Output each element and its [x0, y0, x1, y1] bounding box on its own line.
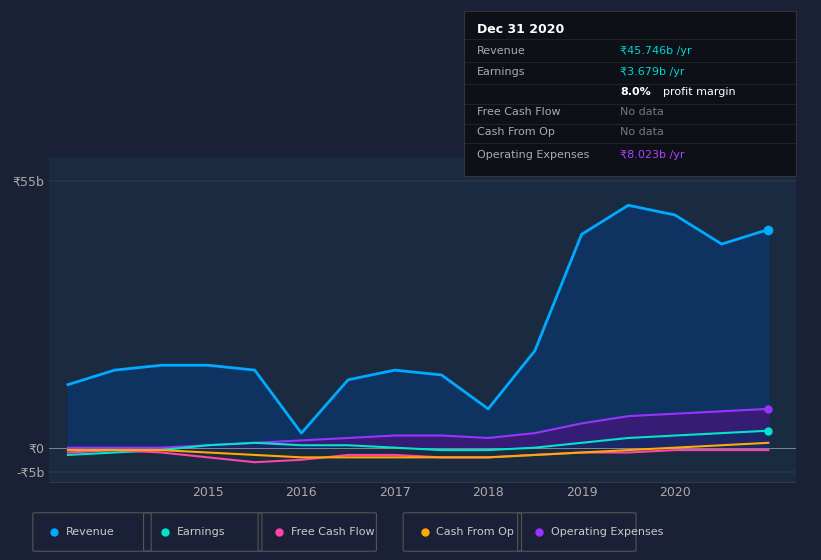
- Text: ₹45.746b /yr: ₹45.746b /yr: [620, 46, 692, 56]
- Text: ₹8.023b /yr: ₹8.023b /yr: [620, 150, 685, 160]
- Text: ₹3.679b /yr: ₹3.679b /yr: [620, 67, 685, 77]
- Text: Operating Expenses: Operating Expenses: [477, 150, 589, 160]
- Text: profit margin: profit margin: [663, 87, 736, 97]
- Text: Cash From Op: Cash From Op: [436, 527, 514, 537]
- Text: Revenue: Revenue: [477, 46, 526, 56]
- Text: Earnings: Earnings: [477, 67, 525, 77]
- Text: Free Cash Flow: Free Cash Flow: [477, 107, 561, 117]
- Text: Free Cash Flow: Free Cash Flow: [291, 527, 374, 537]
- Text: Earnings: Earnings: [177, 527, 225, 537]
- Text: 8.0%: 8.0%: [620, 87, 651, 97]
- Text: Operating Expenses: Operating Expenses: [551, 527, 663, 537]
- Text: Revenue: Revenue: [66, 527, 114, 537]
- Text: No data: No data: [620, 107, 664, 117]
- Text: Dec 31 2020: Dec 31 2020: [477, 23, 564, 36]
- Text: No data: No data: [620, 127, 664, 137]
- Text: Cash From Op: Cash From Op: [477, 127, 555, 137]
